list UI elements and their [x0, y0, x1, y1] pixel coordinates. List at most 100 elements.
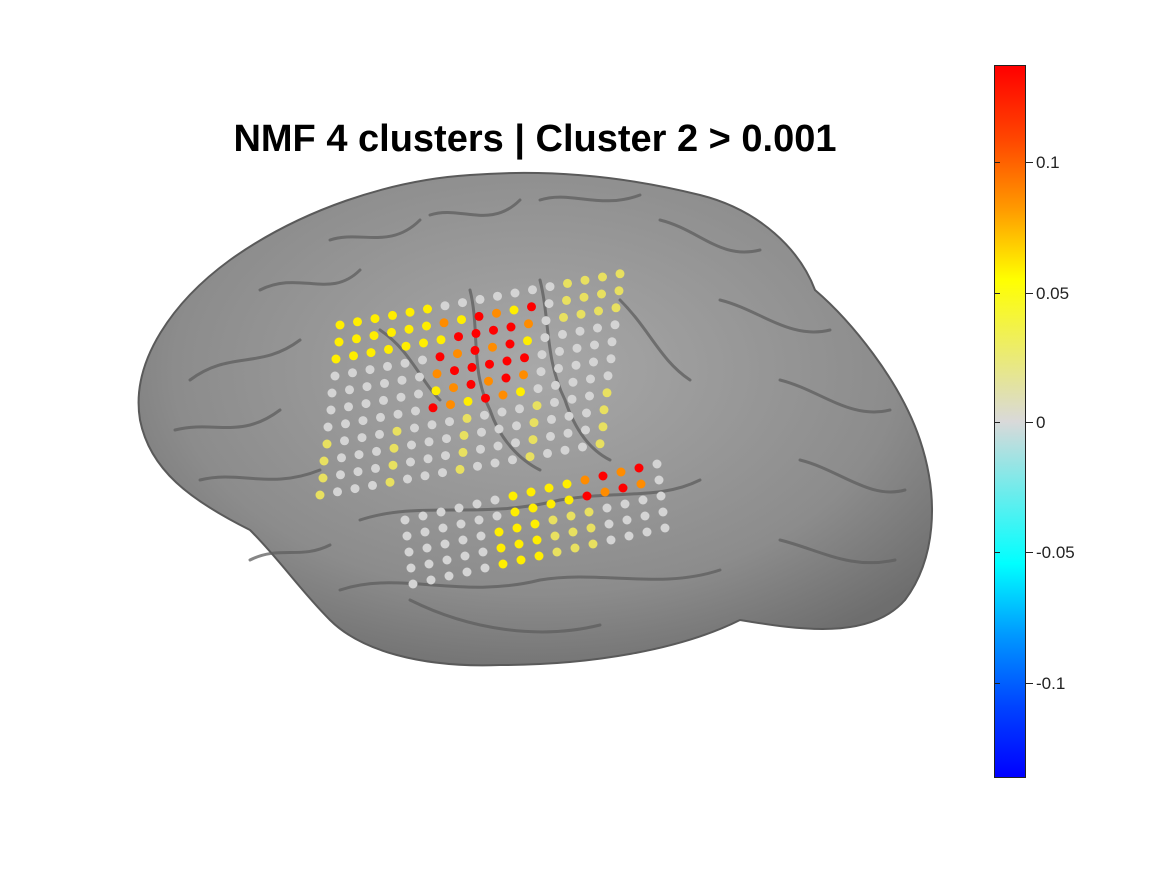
- electrode-dot: [638, 495, 648, 505]
- electrode-dot: [331, 354, 341, 364]
- electrode-dot: [368, 480, 377, 490]
- electrode-dot: [432, 369, 442, 379]
- electrode-dot: [611, 303, 621, 313]
- electrode-dot: [333, 487, 342, 497]
- electrode-dot: [410, 423, 419, 433]
- electrode-dot: [466, 379, 476, 389]
- electrode-dot: [640, 511, 650, 521]
- electrode-dot: [357, 433, 367, 443]
- electrode-dot: [470, 345, 480, 355]
- electrode-dot: [350, 484, 360, 494]
- electrode-dot: [473, 461, 482, 471]
- electrode-dot: [527, 302, 536, 312]
- electrode-dot: [595, 439, 605, 449]
- electrode-dot: [560, 445, 570, 455]
- electrode-dot: [552, 547, 562, 557]
- electrode-dot: [426, 575, 436, 585]
- electrode-dot: [602, 503, 612, 513]
- electrode-dot: [614, 286, 624, 296]
- electrode-dot: [366, 348, 376, 358]
- electrode-dot: [340, 436, 349, 446]
- electrode-dot: [559, 312, 568, 322]
- electrode-dot: [606, 354, 616, 364]
- electrode-dot: [600, 487, 610, 497]
- electrode-dot: [489, 325, 498, 335]
- electrode-dot: [580, 475, 590, 485]
- electrode-dot: [480, 563, 490, 573]
- electrode-dot: [493, 441, 503, 451]
- electrode-dot: [353, 467, 363, 477]
- electrode-dot: [387, 327, 396, 337]
- electrode-dot: [494, 527, 504, 537]
- electrode-dot: [446, 400, 455, 410]
- electrode-dot: [423, 304, 432, 314]
- electrode-dot: [564, 495, 574, 505]
- electrode-dot: [392, 426, 402, 436]
- electrode-dot: [607, 337, 617, 347]
- electrode-dot: [523, 336, 532, 346]
- electrode-dot: [624, 531, 634, 541]
- electrode-dot: [477, 427, 486, 437]
- electrode-dot: [400, 515, 410, 525]
- electrode-dot: [460, 551, 470, 561]
- colorbar-tick-label: 0: [1036, 413, 1046, 432]
- electrode-dot: [420, 527, 430, 537]
- electrode-dot: [555, 346, 564, 356]
- electrode-dot: [588, 539, 598, 549]
- electrode-dot: [420, 471, 430, 481]
- electrode-dot: [618, 483, 628, 493]
- electrode-dot: [546, 499, 556, 509]
- electrode-dot: [512, 421, 521, 431]
- electrode-dot: [598, 471, 608, 481]
- electrode-dot: [558, 329, 567, 339]
- electrode-dot: [441, 451, 450, 461]
- electrode-dot: [551, 380, 560, 390]
- electrode-dot: [603, 371, 613, 381]
- electrode-dot: [438, 523, 448, 533]
- electrode-dot: [545, 282, 555, 292]
- electrode-dot: [562, 295, 571, 305]
- electrode-dot: [524, 319, 533, 329]
- electrode-dot: [516, 555, 526, 565]
- electrode-dot: [506, 322, 516, 332]
- electrode-dot: [660, 523, 670, 533]
- electrode-dot: [393, 409, 403, 419]
- electrode-dot: [353, 317, 362, 327]
- electrode-dot: [414, 389, 423, 399]
- electrode-dot: [354, 450, 364, 460]
- electrode-dot: [548, 515, 558, 525]
- electrode-dot: [485, 359, 494, 369]
- electrode-dot: [474, 311, 484, 321]
- electrode-dot: [584, 507, 594, 517]
- electrode-dot: [404, 547, 414, 557]
- electrode-dot: [384, 344, 393, 354]
- electrode-dot: [405, 307, 415, 317]
- electrode-dot: [400, 358, 410, 368]
- electrode-dot: [528, 285, 537, 295]
- electrode-dot: [444, 571, 454, 581]
- electrode-dot: [543, 448, 552, 458]
- electrode-dot: [428, 403, 438, 413]
- electrode-dot: [494, 424, 504, 434]
- electrode-dot: [580, 275, 590, 285]
- electrode-dot: [620, 499, 630, 509]
- electrode-dot: [570, 543, 580, 553]
- electrode-dot: [498, 559, 508, 569]
- electrode-dot: [371, 463, 380, 473]
- electrode-dot: [352, 334, 361, 344]
- electrode-dot: [442, 555, 452, 565]
- electrode-dot: [330, 371, 340, 381]
- electrode-dot: [388, 310, 397, 320]
- electrode-dot: [488, 342, 497, 352]
- electrode-dot: [436, 507, 446, 517]
- electrode-dot: [575, 326, 585, 336]
- colorbar-tick-label: -0.1: [1036, 674, 1066, 693]
- electrode-dot: [380, 378, 389, 388]
- electrode-dot: [532, 401, 542, 411]
- electrode-dot: [610, 320, 620, 330]
- electrode-dot: [604, 519, 614, 529]
- figure-title: NMF 4 clusters | Cluster 2 > 0.001: [233, 118, 837, 160]
- electrode-dot: [389, 443, 399, 453]
- electrode-dot: [566, 511, 576, 521]
